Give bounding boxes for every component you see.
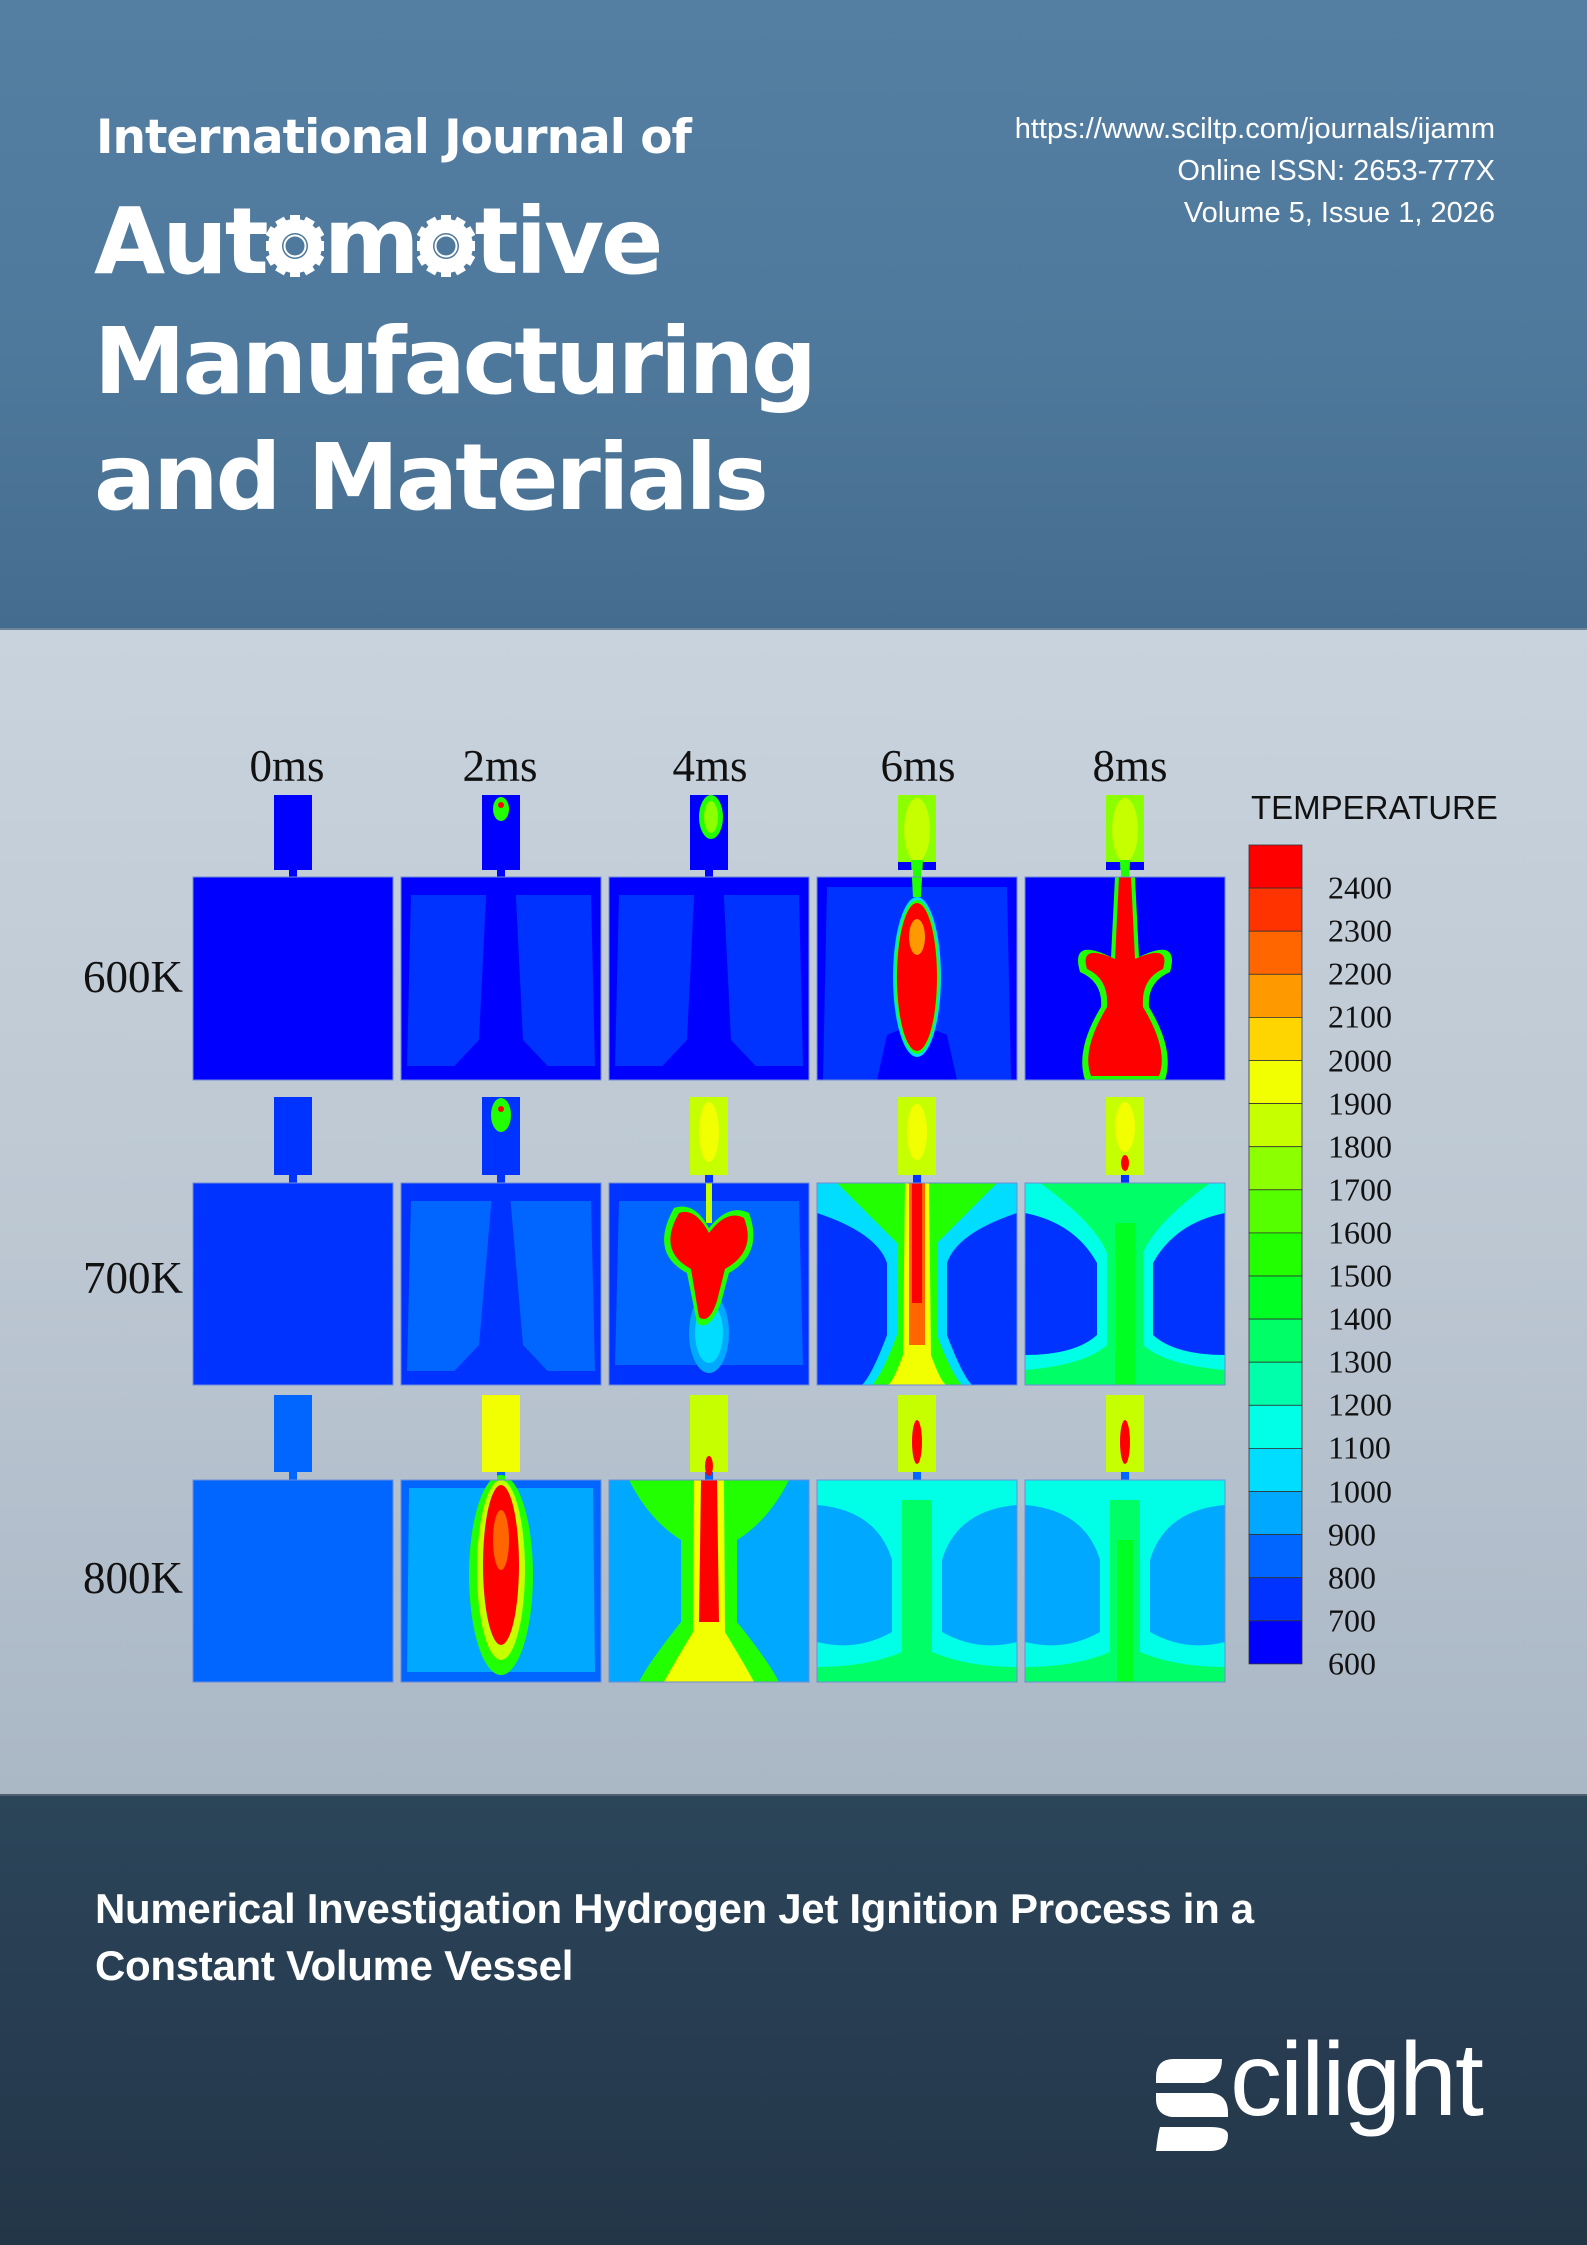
contour-panel [816, 1395, 1018, 1683]
colorbar-tick-label: 1200 [1328, 1386, 1392, 1423]
colorbar-band [1248, 1491, 1303, 1535]
colorbar-band [1248, 1017, 1303, 1061]
contour-panel [192, 1395, 394, 1683]
volume-issue: Volume 5, Issue 1, 2026 [1183, 197, 1495, 229]
colorbar-band [1248, 1103, 1303, 1148]
colorbar-tick-label: 1300 [1328, 1343, 1392, 1380]
paper-title-line-2: Constant Volume Vessel [95, 1942, 574, 1989]
time-label: 2ms [462, 741, 538, 791]
colorbar-tick-label: 900 [1328, 1516, 1376, 1553]
time-label: 4ms [672, 741, 748, 791]
colorbar-tick-label: 1700 [1328, 1171, 1392, 1208]
colorbar-title: TEMPERATURE [1251, 789, 1498, 826]
title-part: tive [474, 188, 664, 295]
colorbar-band [1248, 1577, 1303, 1622]
colorbar-tick-label: 2400 [1328, 869, 1392, 906]
time-label: 6ms [880, 741, 956, 791]
journal-title-line-2: Manufacturing [94, 308, 817, 415]
contour-panel [608, 1395, 810, 1683]
journal-issn: Online ISSN: 2653-777X [1177, 155, 1495, 187]
colorbar-band [1248, 1448, 1303, 1492]
colorbar-tick-label: 2100 [1328, 998, 1392, 1035]
contour-panel [400, 1097, 602, 1386]
journal-title-line-3: and Materials [94, 424, 769, 531]
colorbar-tick-label: 800 [1328, 1559, 1376, 1596]
publisher-logo-text: cilight [1230, 2022, 1484, 2138]
scilight-s-icon [1156, 2059, 1228, 2151]
colorbar-tick-label: 1600 [1328, 1214, 1392, 1251]
publisher-logo: cilight [1152, 2028, 1497, 2155]
time-label: 8ms [1092, 741, 1168, 791]
colorbar-band [1248, 1361, 1303, 1406]
footer-band [0, 1794, 1587, 2245]
contour-panel [816, 1097, 1018, 1386]
temperature-label: 800K [83, 1553, 183, 1603]
contour-panel [1024, 1097, 1226, 1386]
colorbar-band [1248, 1318, 1303, 1363]
colorbar-band [1248, 1146, 1303, 1191]
colorbar-tick-label: 2300 [1328, 912, 1392, 949]
journal-url[interactable]: https://www.sciltp.com/journals/ijamm [1014, 113, 1495, 145]
colorbar-tick-label: 600 [1328, 1645, 1376, 1682]
journal-title-line-1: Aut m tive [94, 196, 663, 288]
colorbar-tick-label: 2200 [1328, 955, 1392, 992]
colorbar-band [1248, 1620, 1303, 1665]
colorbar-band [1248, 887, 1303, 932]
contour-panel [400, 795, 602, 1081]
colorbar-tick-label: 700 [1328, 1602, 1376, 1639]
colorbar-band [1248, 973, 1303, 1018]
contour-panel [1024, 795, 1226, 1081]
colorbar-tick-label: 1900 [1328, 1085, 1392, 1122]
colorbar-tick-label: 1500 [1328, 1257, 1392, 1294]
colorbar-band [1248, 1275, 1303, 1320]
colorbar-tick-label: 1800 [1328, 1128, 1392, 1165]
gear-o-icon [263, 196, 326, 288]
colorbar-band [1248, 1404, 1303, 1449]
gear-o-icon [414, 196, 477, 288]
colorbar-band [1248, 1232, 1303, 1277]
journal-header: International Journal of Aut m tive Manufa… [0, 0, 1587, 630]
colorbar-band [1248, 930, 1303, 975]
contour-panel [400, 1395, 602, 1683]
colorbar-band [1248, 844, 1303, 889]
colorbar-tick-label: 1000 [1328, 1473, 1392, 1509]
contour-panel [1024, 1395, 1226, 1683]
contour-panel [192, 795, 394, 1081]
contour-panel [608, 1097, 810, 1386]
paper-title-line-1: Numerical Investigation Hydrogen Jet Ign… [95, 1885, 1254, 1932]
contour-panel [192, 1097, 394, 1386]
journal-prefix: International Journal of [96, 110, 692, 165]
time-label: 0ms [249, 741, 325, 791]
colorbar-tick-label: 2000 [1328, 1042, 1392, 1078]
temperature-label: 700K [83, 1253, 183, 1303]
colorbar-band [1248, 1534, 1303, 1579]
colorbar-band [1248, 1189, 1303, 1234]
title-part: m [323, 188, 420, 295]
temperature-label: 600K [83, 952, 183, 1002]
colorbar-tick-label: 1100 [1328, 1429, 1391, 1466]
colorbar-tick-label: 1400 [1328, 1300, 1392, 1337]
contour-panel [816, 795, 1018, 1081]
title-part: Aut [94, 188, 269, 295]
contour-panel [608, 795, 810, 1081]
colorbar-band [1248, 1060, 1303, 1104]
